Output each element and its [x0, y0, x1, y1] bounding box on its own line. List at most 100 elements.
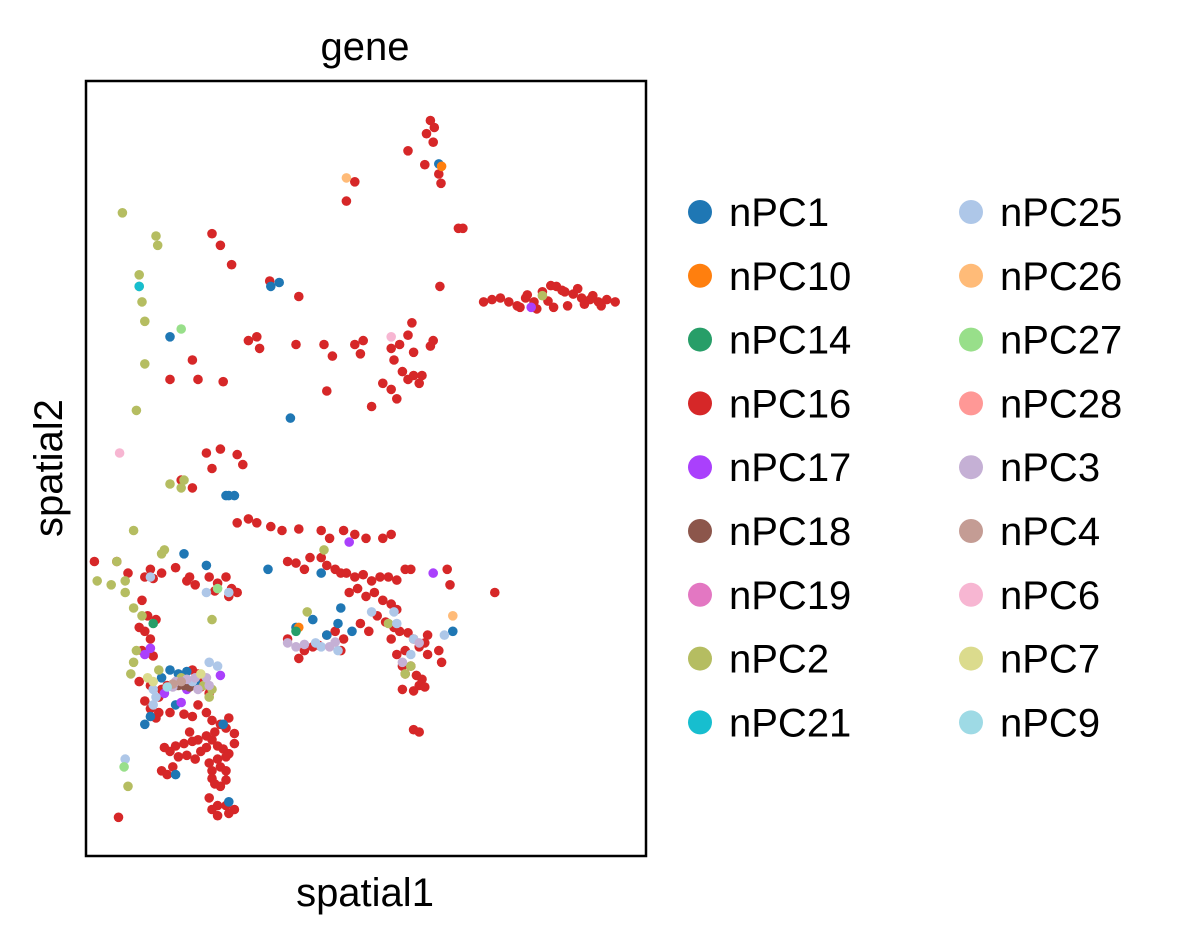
legend-label: nPC18 — [729, 510, 851, 554]
point-npc16 — [190, 580, 200, 590]
legend-marker — [688, 200, 712, 224]
point-npc16 — [341, 568, 352, 578]
point-npc27 — [212, 583, 223, 594]
point-npc16 — [251, 332, 262, 342]
legend-item-npc25: nPC25 — [959, 191, 1122, 235]
legend-item-npc17: nPC17 — [688, 446, 851, 490]
point-npc2 — [112, 556, 122, 567]
point-npc16 — [322, 386, 332, 396]
point-npc2 — [128, 525, 139, 536]
point-npc16 — [201, 707, 212, 718]
point-npc16 — [490, 587, 500, 598]
point-npc7 — [196, 669, 206, 679]
point-npc21 — [134, 281, 144, 292]
point-npc16 — [226, 259, 237, 270]
legend-label: nPC9 — [1000, 701, 1100, 745]
legend-marker — [688, 327, 712, 352]
point-npc16 — [341, 196, 352, 206]
point-npc1 — [285, 413, 296, 423]
point-npc16 — [145, 634, 156, 644]
point-npc2 — [302, 607, 313, 617]
point-npc16 — [378, 378, 388, 389]
point-npc16 — [515, 302, 525, 313]
point-npc16 — [89, 556, 100, 567]
point-npc16 — [187, 355, 198, 365]
point-npc2 — [537, 290, 548, 301]
point-npc16 — [145, 564, 156, 575]
point-npc16 — [434, 169, 444, 179]
point-npc16 — [350, 529, 360, 540]
point-npc25 — [389, 607, 399, 617]
legend: nPC1 nPC10 nPC14 nPC16 nPC17 nPC18 nPC19 nPC2 nP… — [688, 191, 1122, 745]
point-npc16 — [350, 339, 360, 350]
point-npc2 — [123, 781, 133, 792]
point-npc25 — [406, 649, 416, 660]
legend-item-npc6: nPC6 — [959, 574, 1100, 618]
legend-marker — [959, 455, 983, 480]
point-npc1 — [266, 281, 276, 292]
legend-label: nPC3 — [1000, 446, 1100, 490]
point-npc16 — [221, 766, 231, 776]
point-npc16 — [207, 463, 217, 474]
point-npc14 — [291, 626, 301, 637]
point-npc16 — [156, 568, 167, 578]
point-npc16 — [238, 459, 248, 470]
point-npc1 — [333, 618, 343, 629]
point-npc16 — [148, 651, 158, 661]
point-npc16 — [434, 645, 444, 656]
point-npc16 — [168, 762, 178, 772]
legend-marker — [959, 327, 983, 352]
point-npc6 — [386, 332, 397, 342]
legend-marker — [688, 646, 712, 671]
point-npc2 — [165, 479, 175, 489]
point-npc16 — [305, 552, 315, 563]
point-npc2 — [383, 618, 394, 629]
point-npc16 — [350, 177, 360, 187]
point-npc16 — [397, 684, 408, 695]
point-npc25 — [120, 754, 130, 764]
point-npc7 — [148, 676, 158, 687]
point-npc16 — [299, 564, 310, 575]
legend-item-npc1: nPC1 — [688, 191, 829, 235]
point-npc1 — [145, 711, 156, 722]
point-npc2 — [154, 665, 164, 675]
point-npc16 — [207, 715, 217, 726]
point-npc16 — [487, 294, 497, 305]
point-npc16 — [232, 518, 242, 528]
point-npc16 — [602, 294, 612, 305]
point-npc16 — [389, 355, 399, 365]
point-npc17 — [140, 649, 150, 660]
point-npc16 — [207, 766, 217, 776]
point-npc16 — [366, 401, 377, 412]
legend-marker — [688, 582, 712, 607]
point-npc17 — [215, 670, 226, 681]
point-npc16 — [422, 630, 433, 640]
point-npc16 — [201, 448, 212, 458]
point-npc16 — [358, 569, 369, 580]
legend-label: nPC16 — [729, 382, 851, 426]
legend-item-npc10: nPC10 — [688, 255, 851, 299]
point-npc17 — [176, 697, 186, 708]
point-npc1 — [263, 564, 273, 575]
legend-item-npc14: nPC14 — [688, 319, 851, 363]
point-npc16 — [322, 560, 332, 571]
point-npc16 — [229, 738, 240, 749]
point-npc16 — [282, 556, 293, 567]
point-npc2 — [159, 545, 170, 555]
point-npc3 — [330, 637, 341, 647]
point-npc16 — [134, 622, 144, 633]
point-npc17 — [428, 568, 439, 578]
point-npc17 — [526, 302, 536, 313]
point-npc2 — [151, 231, 161, 241]
point-npc17 — [145, 643, 156, 654]
point-npc1 — [179, 549, 189, 559]
point-npc6 — [114, 448, 125, 458]
point-npc25 — [333, 645, 343, 656]
point-npc16 — [562, 301, 573, 311]
point-npc16 — [361, 591, 371, 602]
point-npc16 — [392, 649, 402, 660]
point-npc16 — [355, 618, 366, 629]
point-npc16 — [436, 178, 446, 189]
point-npc25 — [148, 700, 158, 710]
point-npc16 — [137, 595, 147, 606]
